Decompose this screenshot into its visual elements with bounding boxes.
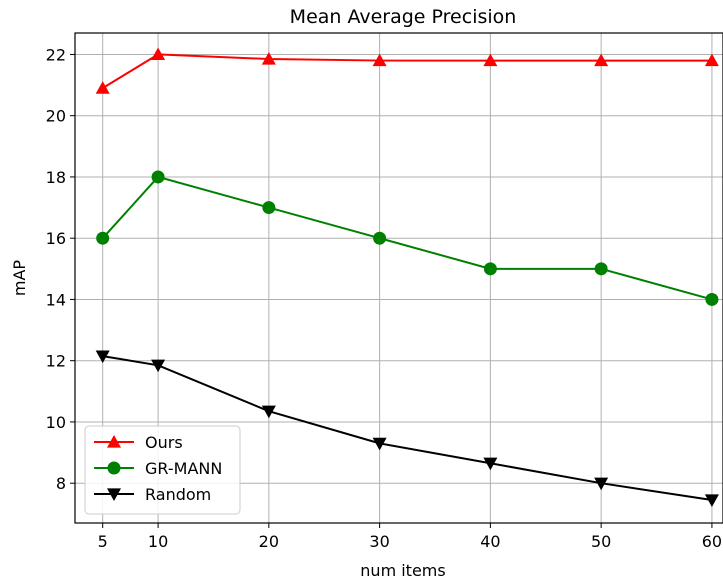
data-point-ours: [483, 53, 498, 67]
data-point-ours: [594, 53, 609, 67]
y-tick-label: 10: [46, 413, 66, 432]
data-point-gr-mann: [262, 201, 276, 215]
data-point-random: [261, 405, 276, 419]
legend-label-gr-mann: GR-MANN: [145, 459, 222, 478]
x-tick-label: 50: [591, 532, 611, 551]
data-point-gr-mann: [373, 231, 387, 245]
x-axis-label: num items: [360, 561, 445, 580]
y-tick-label: 14: [46, 290, 66, 309]
x-tick-label: 10: [148, 532, 168, 551]
legend-label-ours: Ours: [145, 433, 183, 452]
data-point-ours: [372, 53, 387, 67]
x-tick-label: 30: [369, 532, 389, 551]
series-layer: [95, 47, 719, 508]
legend-box: [84, 425, 241, 515]
x-tick-label: 40: [480, 532, 500, 551]
plot-frame: [74, 32, 723, 524]
legend-label-random: Random: [145, 485, 211, 504]
legend: Ours GR-MANN Random: [84, 425, 241, 515]
y-tick-label: 8: [56, 474, 66, 493]
data-point-ours: [704, 53, 719, 67]
data-point-gr-mann: [96, 231, 110, 245]
y-tick-label: 22: [46, 45, 66, 64]
y-tick-label: 12: [46, 352, 66, 371]
data-point-random: [95, 350, 110, 364]
y-tick-label: 18: [46, 168, 66, 187]
data-point-gr-mann: [705, 292, 719, 306]
x-tick-label: 5: [98, 532, 108, 551]
data-point-random: [704, 494, 719, 508]
y-tick-label: 20: [46, 107, 66, 126]
legend-marker-ours: [107, 435, 121, 448]
data-point-gr-mann: [483, 262, 497, 276]
legend-marker-gr-mann: [107, 461, 121, 475]
x-tick-label: 20: [259, 532, 279, 551]
legend-marker-random: [107, 488, 121, 501]
data-point-random: [372, 437, 387, 451]
y-axis-label: mAP: [10, 260, 29, 297]
series-line-ours: [102, 53, 712, 89]
ticks: 5 10 20 30 40 50 60 8 10 12 14 16 18 20 22: [46, 45, 722, 551]
data-point-random: [151, 359, 166, 373]
grid: [75, 33, 723, 523]
data-point-ours: [95, 81, 110, 94]
data-point-ours: [151, 47, 166, 61]
y-tick-label: 16: [46, 229, 66, 248]
data-point-gr-mann: [594, 262, 608, 276]
data-point-gr-mann: [151, 170, 165, 184]
chart-title: Mean Average Precision: [290, 6, 517, 28]
data-point-random: [594, 477, 609, 491]
x-tick-label: 60: [702, 532, 722, 551]
data-point-random: [483, 457, 498, 471]
data-point-ours: [261, 52, 276, 65]
